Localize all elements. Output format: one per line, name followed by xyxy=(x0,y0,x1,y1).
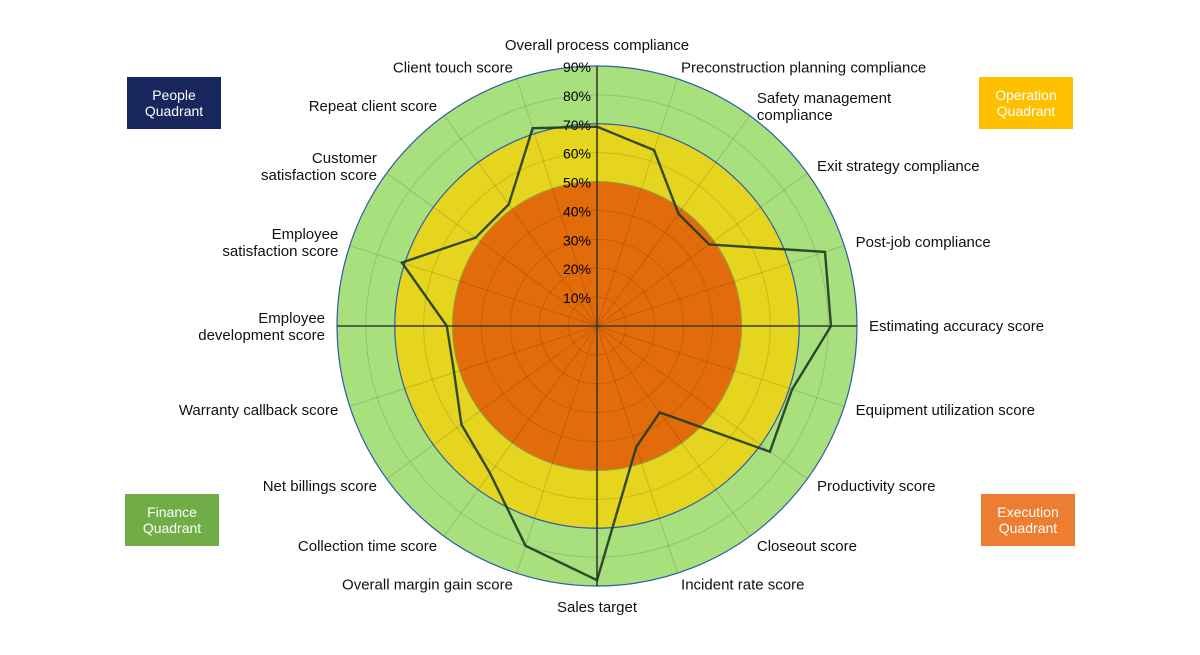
radial-tick-label: 60% xyxy=(563,146,591,162)
category-label: Net billings score xyxy=(263,478,377,495)
category-label: Preconstruction planning compliance xyxy=(681,59,926,76)
category-label: Employee satisfaction score xyxy=(222,226,338,260)
finance-quadrant-text: Finance Quadrant xyxy=(142,504,202,536)
spoke-8 xyxy=(596,325,751,537)
people-quadrant-text: People Quadrant xyxy=(144,87,204,119)
spoke-16 xyxy=(349,245,598,327)
category-label: Safety management compliance xyxy=(757,90,892,124)
spoke-6 xyxy=(596,325,845,407)
radial-tick-label: 30% xyxy=(563,232,591,248)
finance-quadrant-label: Finance Quadrant xyxy=(125,494,219,546)
radial-tick-label: 90% xyxy=(563,59,591,75)
radial-tick-label: 40% xyxy=(563,203,591,219)
category-label: Client touch score xyxy=(393,59,513,76)
execution-quadrant-text: Execution Quadrant xyxy=(997,504,1059,536)
category-label: Overall process compliance xyxy=(505,37,689,54)
category-label: Estimating accuracy score xyxy=(869,318,1044,335)
operation-quadrant-label: Operation Quadrant xyxy=(979,77,1073,129)
spoke-17 xyxy=(386,172,598,327)
category-label: Post-job compliance xyxy=(856,234,991,251)
category-label: Productivity score xyxy=(817,478,935,495)
spoke-18 xyxy=(443,115,598,327)
category-label: Customer satisfaction score xyxy=(261,150,377,184)
radial-tick-label: 70% xyxy=(563,117,591,133)
spoke-19 xyxy=(516,78,598,327)
execution-quadrant-label: Execution Quadrant xyxy=(981,494,1075,546)
radial-tick-label: 20% xyxy=(563,261,591,277)
category-label: Warranty callback score xyxy=(179,402,339,419)
spoke-13 xyxy=(386,325,598,480)
spoke-12 xyxy=(443,325,598,537)
spoke-11 xyxy=(516,325,598,574)
spoke-7 xyxy=(596,325,808,480)
spoke-9 xyxy=(596,325,678,574)
category-label: Closeout score xyxy=(757,538,857,555)
spoke-1 xyxy=(596,78,678,327)
spoke-3 xyxy=(596,172,808,327)
radial-tick-label: 80% xyxy=(563,88,591,104)
category-label: Employee development score xyxy=(198,310,325,344)
series-line-0 xyxy=(399,125,833,582)
operation-quadrant-text: Operation Quadrant xyxy=(995,87,1057,119)
radial-tick-label: 50% xyxy=(563,175,591,191)
category-label: Repeat client score xyxy=(309,98,437,115)
category-label: Collection time score xyxy=(298,538,437,555)
spoke-4 xyxy=(596,245,845,327)
category-label: Sales target xyxy=(557,599,638,616)
people-quadrant-label: People Quadrant xyxy=(127,77,221,129)
radial-tick-label: 10% xyxy=(563,290,591,306)
spoke-2 xyxy=(596,115,751,327)
category-label: Equipment utilization score xyxy=(856,402,1035,419)
spoke-14 xyxy=(349,325,598,407)
category-label: Exit strategy compliance xyxy=(817,158,980,175)
category-label: Incident rate score xyxy=(681,577,804,594)
category-label: Overall margin gain score xyxy=(342,577,513,594)
